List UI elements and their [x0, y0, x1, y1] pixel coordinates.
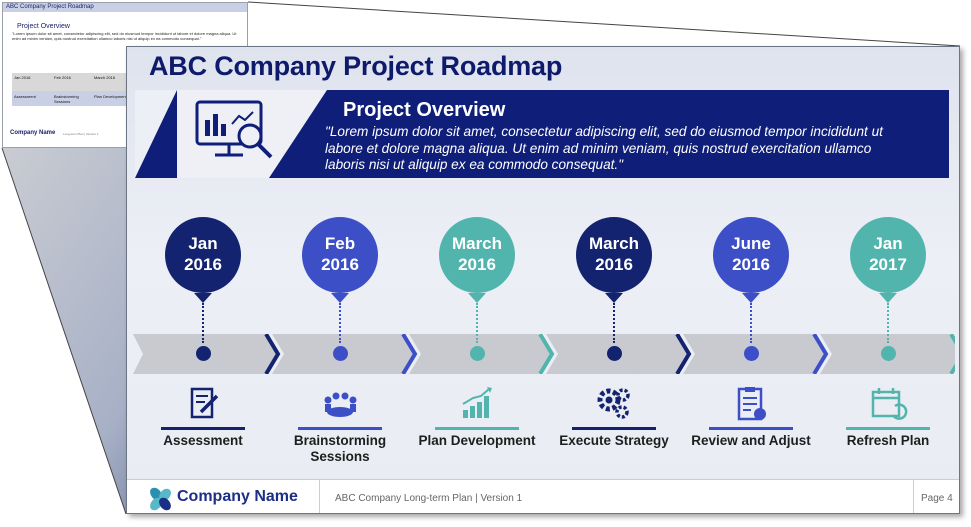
- milestone-year: 2016: [321, 255, 359, 274]
- thumbnail-date-3: March 2016: [94, 75, 116, 80]
- milestone-pin-tip: [605, 293, 623, 303]
- timeline-chevron: [675, 334, 692, 374]
- milestone-stem: [750, 303, 752, 343]
- milestone-dot: [195, 346, 211, 361]
- roadmap-slide: ABC Company Project Roadmap Project Over…: [126, 46, 960, 514]
- step-underline: [572, 427, 656, 430]
- gears-icon: [597, 388, 630, 419]
- milestone-date-pin: Feb 2016: [302, 217, 378, 293]
- milestone-dot: [743, 346, 759, 361]
- milestone-pin-tip: [331, 293, 349, 303]
- thumbnail-date-1: Jan 2016: [14, 75, 31, 80]
- thumbnail-step-3: Plan Development: [94, 94, 127, 99]
- step-underline: [846, 427, 930, 430]
- step-label: Assessment: [163, 433, 243, 448]
- thumbnail-title: ABC Company Project Roadmap: [3, 3, 247, 12]
- milestone-stem: [887, 303, 889, 343]
- milestone-month: Jan: [873, 234, 903, 253]
- milestone-date-pin: Jan 2017: [850, 217, 926, 293]
- milestone-date-pin: March 2016: [576, 217, 652, 293]
- milestone-date-pin: June 2016: [713, 217, 789, 293]
- overview-title: Project Overview: [343, 99, 506, 121]
- footer-divider: [913, 480, 914, 513]
- timeline-chevron: [538, 334, 555, 374]
- milestone-date-pin: March 2016: [439, 217, 515, 293]
- milestone-pin-tip: [468, 293, 486, 303]
- milestone-date-pin: Jan 2016: [165, 217, 241, 293]
- checklist-icon: [737, 387, 766, 421]
- step-label: Plan Development: [418, 433, 536, 448]
- milestone-dot: [332, 346, 348, 361]
- slide-title: ABC Company Project Roadmap: [149, 51, 563, 81]
- milestone-dot: [606, 346, 622, 361]
- timeline-arrow-band: [133, 334, 955, 374]
- milestone-pin-tip: [742, 293, 760, 303]
- monitor-magnifier-icon: [195, 100, 273, 159]
- step-label: Brainstorming Sessions: [293, 433, 387, 464]
- step-label: Execute Strategy: [559, 433, 669, 448]
- calendar-refresh-icon: [871, 388, 908, 420]
- meeting-icon: [324, 392, 357, 417]
- milestone-dot: [469, 346, 485, 361]
- milestone-month: Feb: [324, 234, 356, 253]
- thumbnail-date-2: Feb 2016: [54, 75, 71, 80]
- milestone-year: 2016: [595, 255, 633, 274]
- step-underline: [435, 427, 519, 430]
- milestone-year: 2016: [184, 255, 222, 274]
- footer-divider: [319, 480, 320, 513]
- timeline-chevron: [812, 334, 829, 374]
- banner-corner: [135, 90, 177, 178]
- milestone-month: March: [588, 234, 640, 253]
- milestone-pin-tip: [879, 293, 897, 303]
- milestone-month: Jan: [188, 234, 218, 253]
- milestone-year: 2016: [458, 255, 496, 274]
- thumbnail-subtitle: Project Overview: [17, 23, 70, 30]
- company-logo-icon: [150, 487, 171, 511]
- overview-text: "Lorem ipsum dolor sit amet, consectetur…: [325, 124, 883, 172]
- milestone-dot: [880, 346, 896, 361]
- slide-footer: Company Name ABC Company Long-term Plan …: [127, 479, 959, 513]
- footer-plan-text: ABC Company Long-term Plan | Version 1: [335, 493, 523, 504]
- thumbnail-footer: Long-term Plan | Version 1: [63, 132, 99, 136]
- timeline-chevron: [264, 334, 281, 374]
- step-label: Refresh Plan: [846, 433, 930, 448]
- thumbnail-step-1: Assessment: [14, 94, 36, 99]
- milestone-stem: [476, 303, 478, 343]
- step-underline: [298, 427, 382, 430]
- thumbnail-company-name: Company Name: [10, 130, 56, 136]
- company-name: Company Name: [177, 488, 298, 505]
- milestone-year: 2016: [732, 255, 770, 274]
- step-underline: [161, 427, 245, 430]
- milestone-stem: [613, 303, 615, 343]
- timeline-chevron: [401, 334, 418, 374]
- step-underline: [709, 427, 793, 430]
- page-number: Page 4: [921, 493, 953, 504]
- milestone-month: June: [731, 234, 771, 253]
- milestone-stem: [339, 303, 341, 343]
- thumbnail-body: "Lorem ipsum dolor sit amet, consectetur…: [12, 31, 237, 41]
- milestone-month: March: [451, 234, 503, 253]
- milestone-stem: [202, 303, 204, 343]
- milestone-year: 2017: [869, 255, 907, 274]
- growth-chart-icon: [462, 387, 492, 418]
- thumbnail-step-2: Brainstorming Sessions: [54, 94, 79, 104]
- milestone-pin-tip: [194, 293, 212, 303]
- step-label: Review and Adjust: [691, 433, 811, 448]
- document-pen-icon: [190, 387, 219, 419]
- overview-icon-panel: [177, 90, 327, 178]
